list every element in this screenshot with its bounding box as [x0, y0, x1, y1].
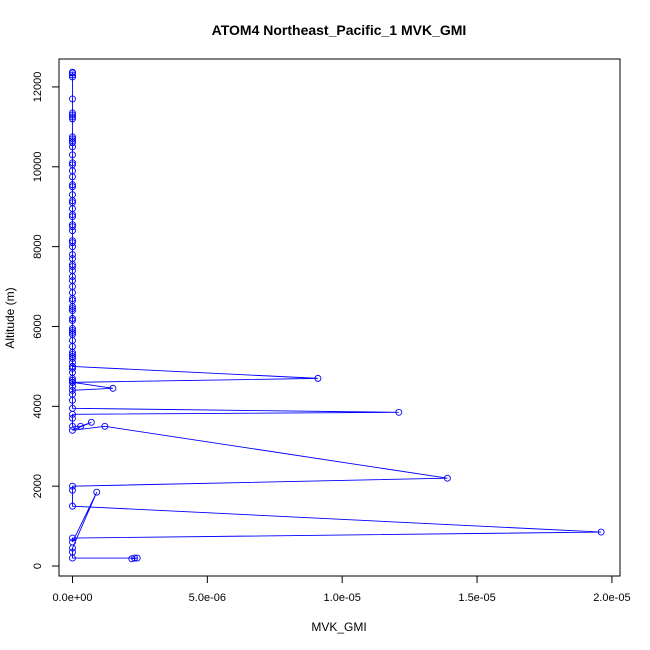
y-tick-label: 4000 — [32, 394, 44, 418]
data-point — [69, 303, 76, 310]
data-point — [69, 374, 76, 382]
data-point — [69, 73, 76, 81]
chart-title: ATOM4 Northeast_Pacific_1 MVK_GMI — [212, 22, 467, 38]
data-point — [69, 223, 76, 231]
data-point — [69, 111, 76, 119]
data-point — [69, 95, 76, 103]
data-point — [69, 364, 76, 372]
data-point — [69, 113, 76, 121]
series-line — [72, 72, 602, 560]
data-point — [443, 474, 451, 482]
data-point — [69, 305, 76, 312]
data-point — [69, 426, 76, 434]
data-point — [69, 315, 76, 322]
data-point — [314, 374, 322, 382]
data-point — [69, 183, 76, 191]
data-point — [69, 410, 76, 418]
data-point — [69, 197, 76, 205]
data-point — [109, 384, 117, 392]
data-point — [69, 329, 76, 336]
data-point — [69, 139, 76, 147]
data-point — [69, 273, 76, 281]
data-point — [69, 396, 76, 404]
data-point — [69, 544, 76, 552]
data-point — [69, 263, 76, 271]
data-point — [69, 414, 76, 422]
data-point — [69, 317, 76, 324]
data-point — [69, 181, 76, 189]
data-point — [101, 422, 109, 430]
data-point — [69, 307, 76, 314]
data-point — [69, 243, 76, 251]
data-point — [69, 378, 76, 386]
data-point — [69, 69, 76, 77]
y-tick-label: 8000 — [32, 234, 44, 258]
data-point — [69, 115, 76, 123]
y-tick-label: 2000 — [32, 474, 44, 498]
data-point — [69, 482, 76, 490]
data-point — [128, 555, 136, 563]
data-point — [69, 135, 76, 143]
y-tick-label: 12000 — [32, 72, 44, 103]
data-point — [69, 143, 76, 151]
data-point — [69, 71, 76, 79]
data-point — [133, 554, 141, 562]
data-point — [69, 422, 76, 430]
y-tick-label: 0 — [32, 563, 44, 569]
x-tick-label: 1.5e-05 — [458, 592, 495, 604]
series-layer — [69, 68, 605, 563]
data-point — [87, 418, 95, 426]
data-point — [69, 239, 76, 247]
data-point — [69, 534, 76, 542]
y-axis-label: Altitude (m) — [3, 287, 17, 348]
data-point — [69, 211, 76, 219]
data-point — [395, 408, 403, 416]
data-point — [69, 213, 76, 221]
data-point — [77, 422, 85, 430]
data-point — [69, 554, 76, 562]
data-point — [69, 386, 76, 394]
y-tick-label: 10000 — [32, 151, 44, 182]
data-point — [69, 354, 76, 362]
data-point — [69, 173, 76, 181]
x-tick-label: 1.0e-05 — [324, 592, 361, 604]
data-point — [69, 227, 76, 235]
data-point — [69, 295, 76, 302]
data-point — [93, 488, 101, 496]
axes-layer: 0.0e+00 5.0e-06 1.0e-05 1.5e-05 2.0e-05 0 2000… — [32, 72, 631, 604]
data-point — [69, 382, 76, 390]
data-point — [69, 159, 76, 167]
data-point — [597, 528, 605, 536]
data-point — [69, 486, 76, 494]
data-point — [69, 502, 76, 510]
x-tick-label: 0.0e+00 — [52, 592, 92, 604]
data-point — [69, 350, 76, 358]
x-tick-label: 2.0e-05 — [593, 592, 630, 604]
data-point — [69, 327, 76, 334]
x-axis-label: MVK_GMI — [311, 620, 366, 634]
y-tick-label: 6000 — [32, 314, 44, 338]
data-point — [69, 362, 76, 370]
data-point — [69, 251, 76, 259]
data-point — [69, 151, 76, 159]
x-tick-label: 5.0e-06 — [189, 592, 226, 604]
data-point — [131, 554, 138, 562]
